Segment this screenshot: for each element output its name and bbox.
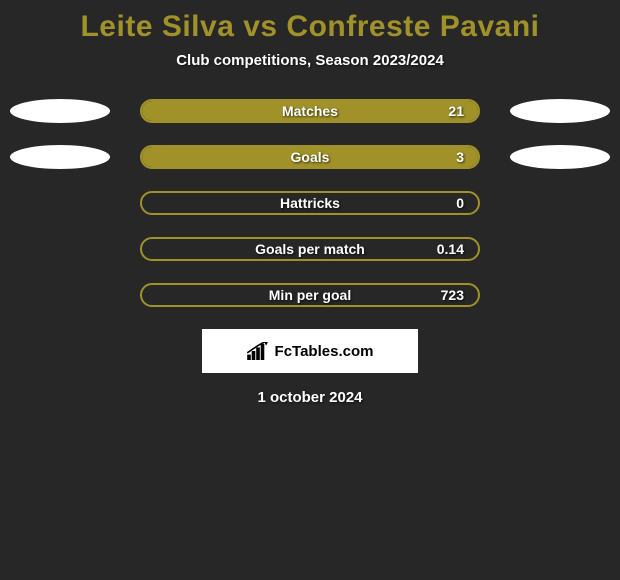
bar-track bbox=[140, 283, 480, 307]
bar-fill bbox=[142, 101, 478, 121]
right-ellipse bbox=[510, 145, 610, 169]
left-ellipse bbox=[10, 99, 110, 123]
bar-fill bbox=[142, 147, 478, 167]
page-title: Leite Silva vs Confreste Pavani bbox=[0, 0, 620, 44]
brand-text: FcTables.com bbox=[275, 343, 374, 360]
stat-row: Goals per match0.14 bbox=[0, 237, 620, 261]
bar-track bbox=[140, 145, 480, 169]
bar-track bbox=[140, 191, 480, 215]
stat-row: Min per goal723 bbox=[0, 283, 620, 307]
stat-bar: Matches21 bbox=[140, 99, 480, 123]
right-ellipse bbox=[510, 99, 610, 123]
stat-row: Goals3 bbox=[0, 145, 620, 169]
stat-bar: Goals3 bbox=[140, 145, 480, 169]
stat-bar: Hattricks0 bbox=[140, 191, 480, 215]
brand-bars-icon bbox=[247, 342, 269, 360]
stat-bar: Goals per match0.14 bbox=[140, 237, 480, 261]
date-text: 1 october 2024 bbox=[0, 389, 620, 406]
stat-row: Matches21 bbox=[0, 99, 620, 123]
bar-track bbox=[140, 237, 480, 261]
stats-list: Matches21 Goals3 Hattricks0 Goals per match… bbox=[0, 99, 620, 307]
bar-track bbox=[140, 99, 480, 123]
stat-bar: Min per goal723 bbox=[140, 283, 480, 307]
stat-row: Hattricks0 bbox=[0, 191, 620, 215]
comparison-card: Leite Silva vs Confreste Pavani Club com… bbox=[0, 0, 620, 580]
brand-box[interactable]: FcTables.com bbox=[202, 329, 418, 373]
subtitle: Club competitions, Season 2023/2024 bbox=[0, 52, 620, 69]
left-ellipse bbox=[10, 145, 110, 169]
